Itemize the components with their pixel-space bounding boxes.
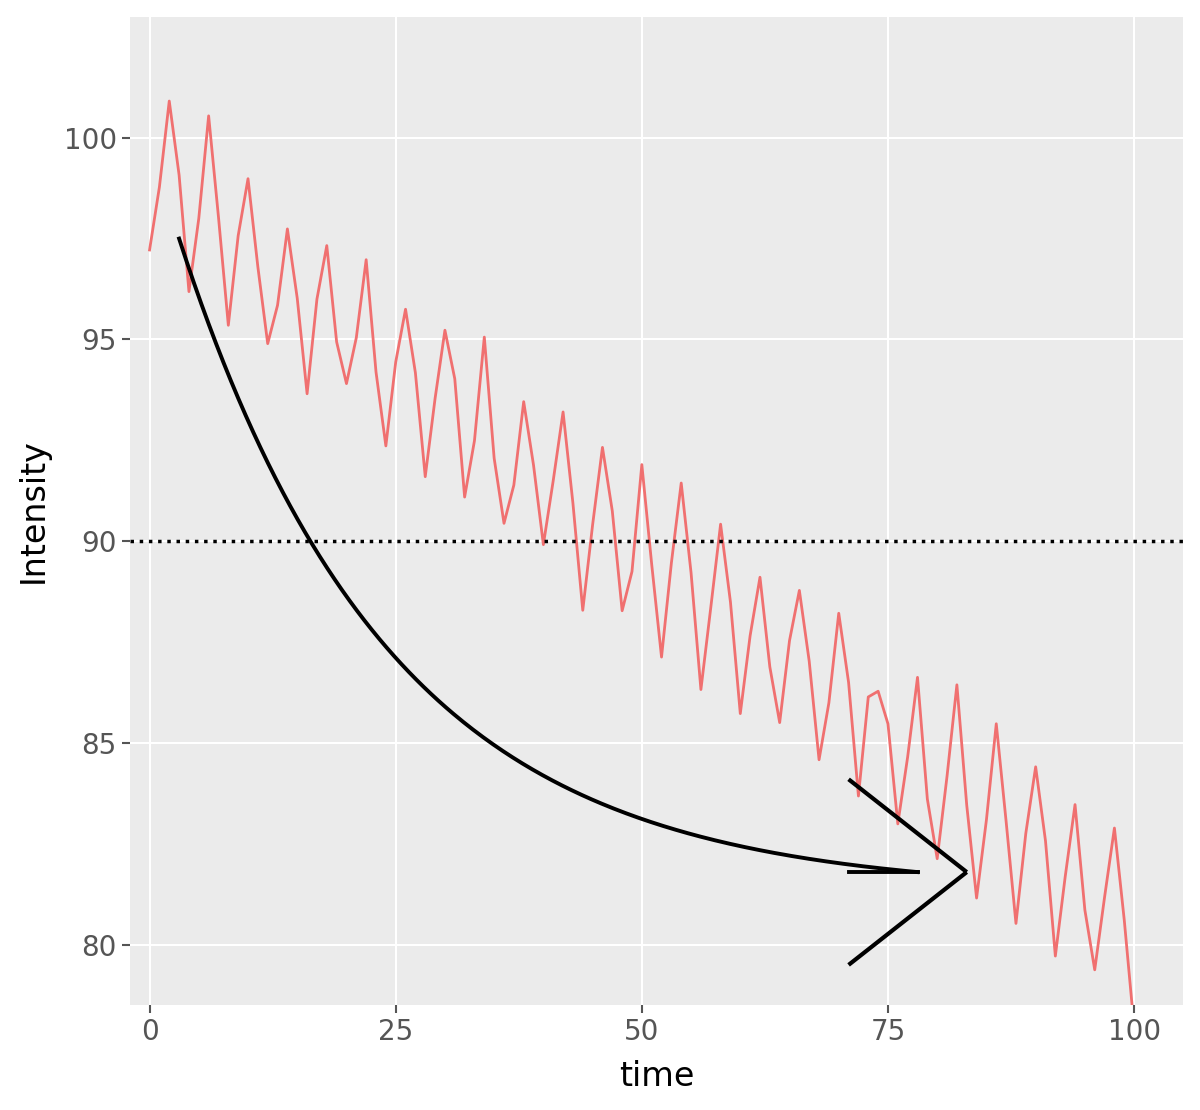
X-axis label: time: time: [619, 1060, 695, 1093]
Y-axis label: Intensity: Intensity: [17, 438, 49, 584]
